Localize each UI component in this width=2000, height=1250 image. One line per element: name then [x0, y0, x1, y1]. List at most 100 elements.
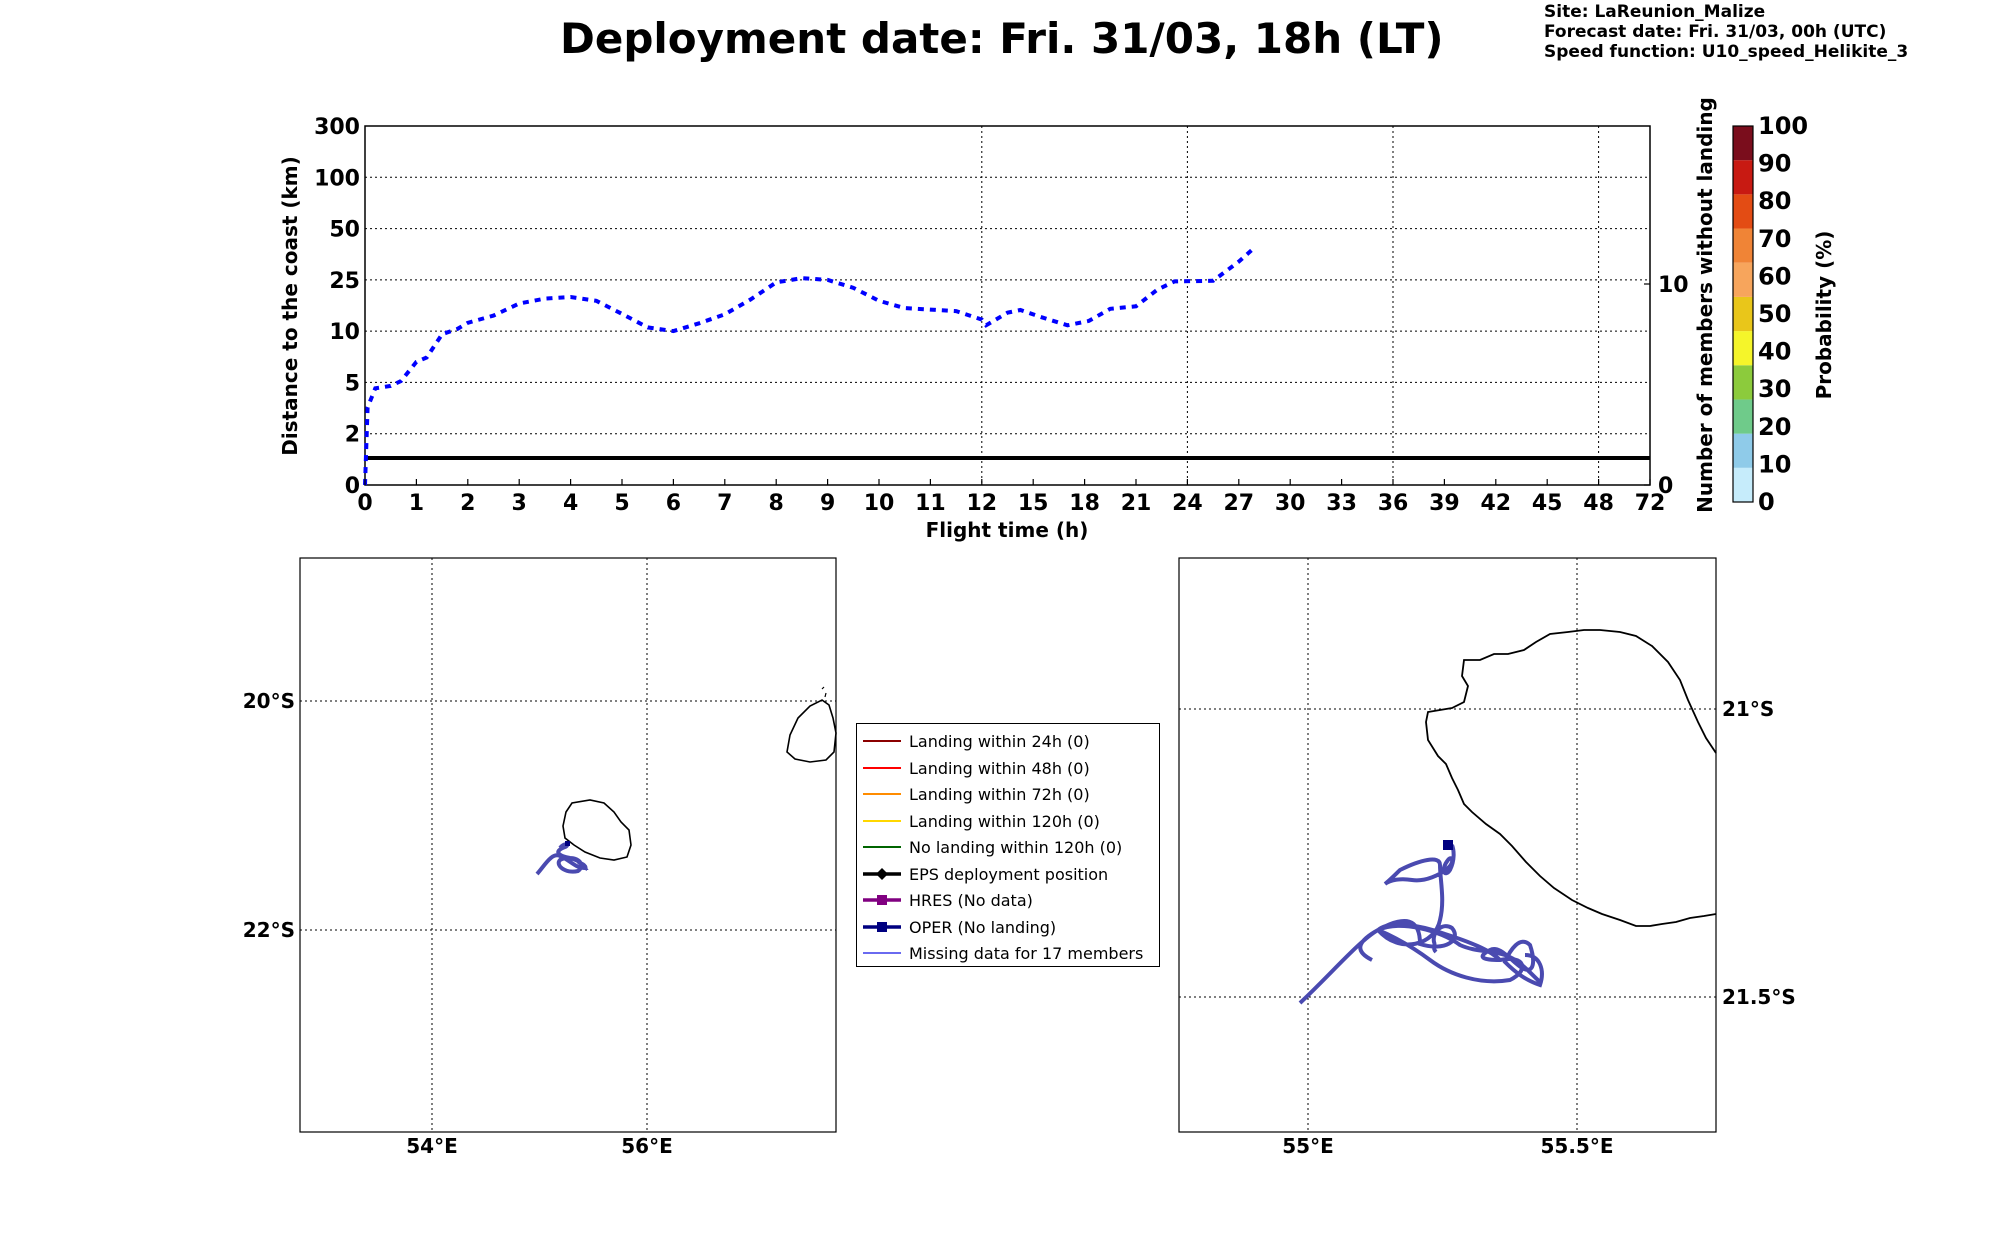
colorbar-tick-label: 20 [1758, 413, 1791, 441]
x-tick-label: 10 [864, 491, 895, 516]
map-y-tick: 20°S [243, 689, 295, 713]
legend-swatch [863, 895, 901, 905]
colorbar-tick-label: 90 [1758, 150, 1791, 178]
legend-label: OPER (No landing) [909, 917, 1057, 937]
y-tick-label: 2 [345, 423, 360, 448]
colorbar-cell [1733, 467, 1753, 502]
legend-swatch [863, 766, 901, 769]
x-tick-label: 0 [357, 491, 372, 516]
x-tick-label: 2 [460, 491, 475, 516]
legend-item: Landing within 24h (0) [857, 729, 1157, 755]
y2-axis-label: Number of members without landing [1693, 97, 1717, 513]
colorbar-cell [1733, 399, 1753, 434]
legend-label: Landing within 72h (0) [909, 785, 1090, 804]
map-y-tick-labels: 21°S 21.5°S [1722, 697, 1796, 1009]
page-title: Deployment date: Fri. 31/03, 18h (LT) [560, 14, 1444, 63]
colorbar-tick-label: 30 [1758, 375, 1791, 403]
legend-swatch [863, 846, 901, 848]
x-tick-label: 42 [1480, 491, 1511, 516]
colorbar-cell [1733, 228, 1753, 263]
y2-tick-labels: 0 10 [1644, 273, 1689, 499]
legend-label: EPS deployment position [909, 864, 1109, 884]
forecast-info: Site: LaReunion_Malize Forecast date: Fr… [1544, 2, 1908, 62]
legend-label: Landing within 24h (0) [909, 732, 1090, 751]
legend-item: No landing within 120h (0) [857, 835, 1157, 861]
legend-item: Missing data for 17 members [857, 941, 1157, 967]
x-tick-label: 48 [1583, 491, 1614, 516]
legend-swatch [863, 740, 901, 742]
x-tick-label: 24 [1172, 491, 1203, 516]
map-y-tick: 21°S [1722, 697, 1774, 721]
grid [365, 126, 1650, 485]
x-tick-label: 3 [512, 491, 527, 516]
legend-label: Landing within 48h (0) [909, 758, 1090, 778]
mauritius-coastline [786, 699, 837, 763]
plot-frame [364, 125, 1651, 486]
islet [821, 686, 827, 698]
regional-map: 54°E 56°E 20°S 22°S [243, 557, 837, 1158]
y-tick-label: 10 [329, 320, 360, 345]
speed-function-label: Speed function: U10_speed_Helikite_3 [1544, 42, 1909, 62]
map-y-tick-labels: 20°S 22°S [243, 689, 295, 942]
map-x-tick: 56°E [621, 1134, 673, 1158]
x-tick-label: 72 [1635, 491, 1666, 516]
y-tick-label: 0 [345, 474, 360, 499]
legend-item: Landing within 120h (0) [857, 809, 1157, 835]
legend-swatch [863, 793, 901, 795]
x-tick-label: 8 [769, 491, 784, 516]
legend-label: Landing within 120h (0) [909, 811, 1100, 831]
map-x-tick: 55°E [1282, 1134, 1334, 1158]
map-x-tick: 55.5°E [1540, 1134, 1613, 1158]
legend-item: Landing within 48h (0) [857, 756, 1157, 782]
y-axis-label: Distance to the coast (km) [278, 156, 302, 456]
colorbar-cell [1733, 262, 1753, 297]
trajectory-path [1298, 844, 1544, 1005]
x-tick-label: 39 [1429, 491, 1460, 516]
y-tick-label: 300 [314, 115, 360, 140]
x-tick-label: 30 [1275, 491, 1306, 516]
x-tick-label: 27 [1223, 491, 1254, 516]
colorbar-cell [1733, 331, 1753, 366]
legend-item: EPS deployment position [857, 862, 1157, 888]
legend-item: HRES (No data) [857, 888, 1157, 914]
x-tick-label: 15 [1018, 491, 1049, 516]
legend-label: HRES (No data) [909, 891, 1033, 910]
colorbar-tick-label: 70 [1758, 225, 1791, 253]
colorbar-cell [1733, 433, 1753, 468]
colorbar-cell [1733, 194, 1753, 229]
colorbar-tick-label: 0 [1758, 488, 1775, 516]
forecast-date-label: Forecast date: Fri. 31/03, 00h (UTC) [1544, 22, 1887, 42]
colorbar-tick-label: 40 [1758, 338, 1791, 366]
legend-label: Missing data for 17 members [909, 944, 1144, 963]
colorbar-tick-label: 100 [1758, 112, 1808, 140]
x-tick-label: 5 [614, 491, 629, 516]
map-x-tick-labels: 55°E 55.5°E [1282, 1134, 1613, 1158]
colorbar-cell [1733, 126, 1753, 161]
x-tick-label: 45 [1532, 491, 1563, 516]
map-x-tick: 54°E [406, 1134, 458, 1158]
x-tick-label: 4 [563, 491, 578, 516]
colorbar-cell [1733, 296, 1753, 332]
map-gridlines [300, 558, 836, 1132]
x-tick-labels: 0 1 2 3 4 5 6 7 8 9 10 11 12 15 18 21 24 27 30 33 36 39 42 45 48… [357, 479, 1665, 516]
legend-swatch [863, 921, 901, 932]
x-tick-label: 7 [717, 491, 732, 516]
x-tick-label: 1 [409, 491, 424, 516]
oper-start-marker [565, 841, 570, 846]
x-tick-label: 18 [1069, 491, 1100, 516]
legend-item: Landing within 72h (0) [857, 782, 1157, 808]
trajectory-path [535, 842, 589, 876]
x-tick-label: 11 [915, 491, 946, 516]
colorbar-tick-label: 50 [1758, 300, 1791, 328]
legend-swatch [863, 952, 901, 954]
colorbar-cell [1733, 365, 1753, 400]
map-y-tick: 21.5°S [1722, 985, 1796, 1009]
colorbar-tick-label: 10 [1758, 450, 1791, 478]
legend: Landing within 24h (0) Landing within 48h… [856, 723, 1160, 967]
y2-tick-label: 10 [1658, 273, 1689, 298]
x-tick-label: 6 [666, 491, 681, 516]
legend-swatch [863, 867, 901, 880]
colorbar-cells [1733, 126, 1753, 502]
